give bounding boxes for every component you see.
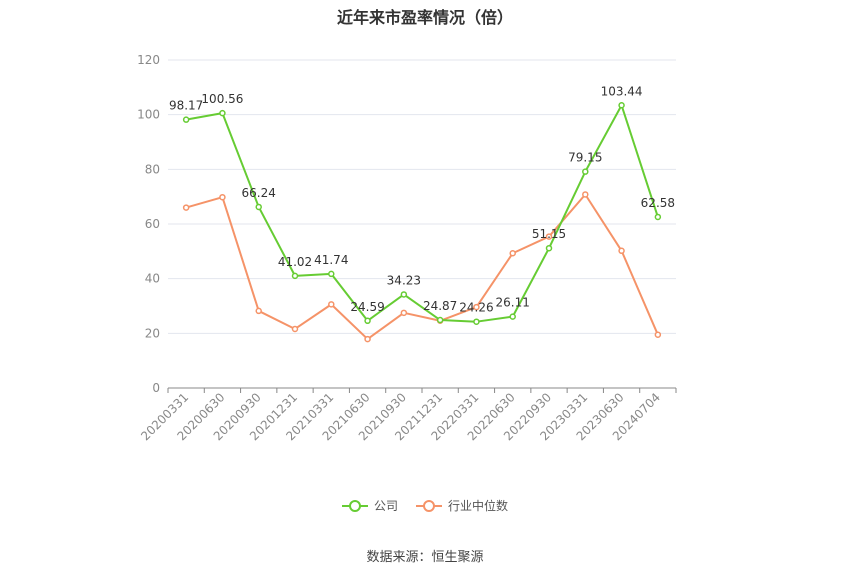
data-point-company <box>291 272 299 280</box>
data-label-company: 62.58 <box>641 196 675 210</box>
data-label-company: 103.44 <box>601 84 643 98</box>
data-point-industry-median <box>509 249 516 257</box>
source-note: 数据来源：恒生聚源 <box>366 550 484 565</box>
data-point-industry-median <box>219 193 226 201</box>
data-label-company: 66.24 <box>242 186 276 200</box>
data-point-company <box>582 168 589 175</box>
data-point-industry-median <box>473 303 480 311</box>
data-label-company: 41.02 <box>278 255 312 269</box>
y-tick-label: 40 <box>145 272 160 286</box>
y-tick-label: 60 <box>145 217 160 231</box>
data-label-company: 41.74 <box>314 253 348 267</box>
data-label-company: 24.87 <box>423 299 457 313</box>
data-point-company <box>364 317 371 325</box>
data-point-industry-median <box>618 247 625 255</box>
data-point-company <box>545 244 553 252</box>
data-label-company: 24.26 <box>459 301 493 315</box>
data-label-company: 79.15 <box>568 151 602 165</box>
data-point-industry-median <box>545 233 553 240</box>
data-label-company: 26.11 <box>496 296 530 310</box>
data-point-industry-median <box>291 325 299 333</box>
data-label-company: 24.59 <box>350 300 384 314</box>
axes: 0204060801001202020033120200630202009302… <box>137 53 677 443</box>
data-point-industry-median <box>654 331 662 338</box>
data-point-industry-median <box>364 335 371 343</box>
data-point-company <box>328 270 335 278</box>
legend-marker-industry-median <box>416 499 442 513</box>
data-label-company: 100.56 <box>201 92 243 106</box>
data-point-company <box>509 313 516 320</box>
data-label-company: 34.23 <box>387 273 421 287</box>
legend-item-company[interactable]: 公司 <box>341 497 398 514</box>
data-label-company: 51.15 <box>532 227 566 241</box>
series-line-company <box>185 104 659 323</box>
data-point-industry-median <box>582 191 589 198</box>
legend: 公司 行业中位数 <box>0 497 850 514</box>
data-label-company: 98.17 <box>169 99 203 113</box>
legend-marker-company <box>341 499 368 513</box>
series-layer <box>182 102 662 343</box>
data-point-company <box>400 291 408 298</box>
data-point-company <box>182 116 190 123</box>
data-point-industry-median <box>255 307 262 315</box>
legend-item-industry-median[interactable]: 行业中位数 <box>416 497 508 514</box>
legend-label-company: 公司 <box>373 499 398 513</box>
gridlines <box>168 59 676 334</box>
chart-title: 近年来市盈率情况（倍） <box>336 8 513 27</box>
data-point-industry-median <box>400 309 408 317</box>
data-point-company <box>618 102 625 109</box>
data-point-company <box>654 213 662 221</box>
series-line-industry-median <box>185 193 659 341</box>
data-point-company <box>219 109 226 117</box>
y-tick-label: 120 <box>137 53 160 67</box>
data-point-company <box>436 316 444 324</box>
legend-label-industry-median: 行业中位数 <box>448 499 509 513</box>
y-tick-label: 0 <box>152 381 160 395</box>
data-point-company <box>255 203 262 211</box>
data-point-industry-median <box>182 204 190 211</box>
y-tick-label: 80 <box>145 162 160 176</box>
data-point-industry-median <box>328 301 335 308</box>
y-tick-label: 100 <box>137 108 160 122</box>
y-tick-label: 20 <box>145 326 160 340</box>
data-point-company <box>473 318 480 325</box>
